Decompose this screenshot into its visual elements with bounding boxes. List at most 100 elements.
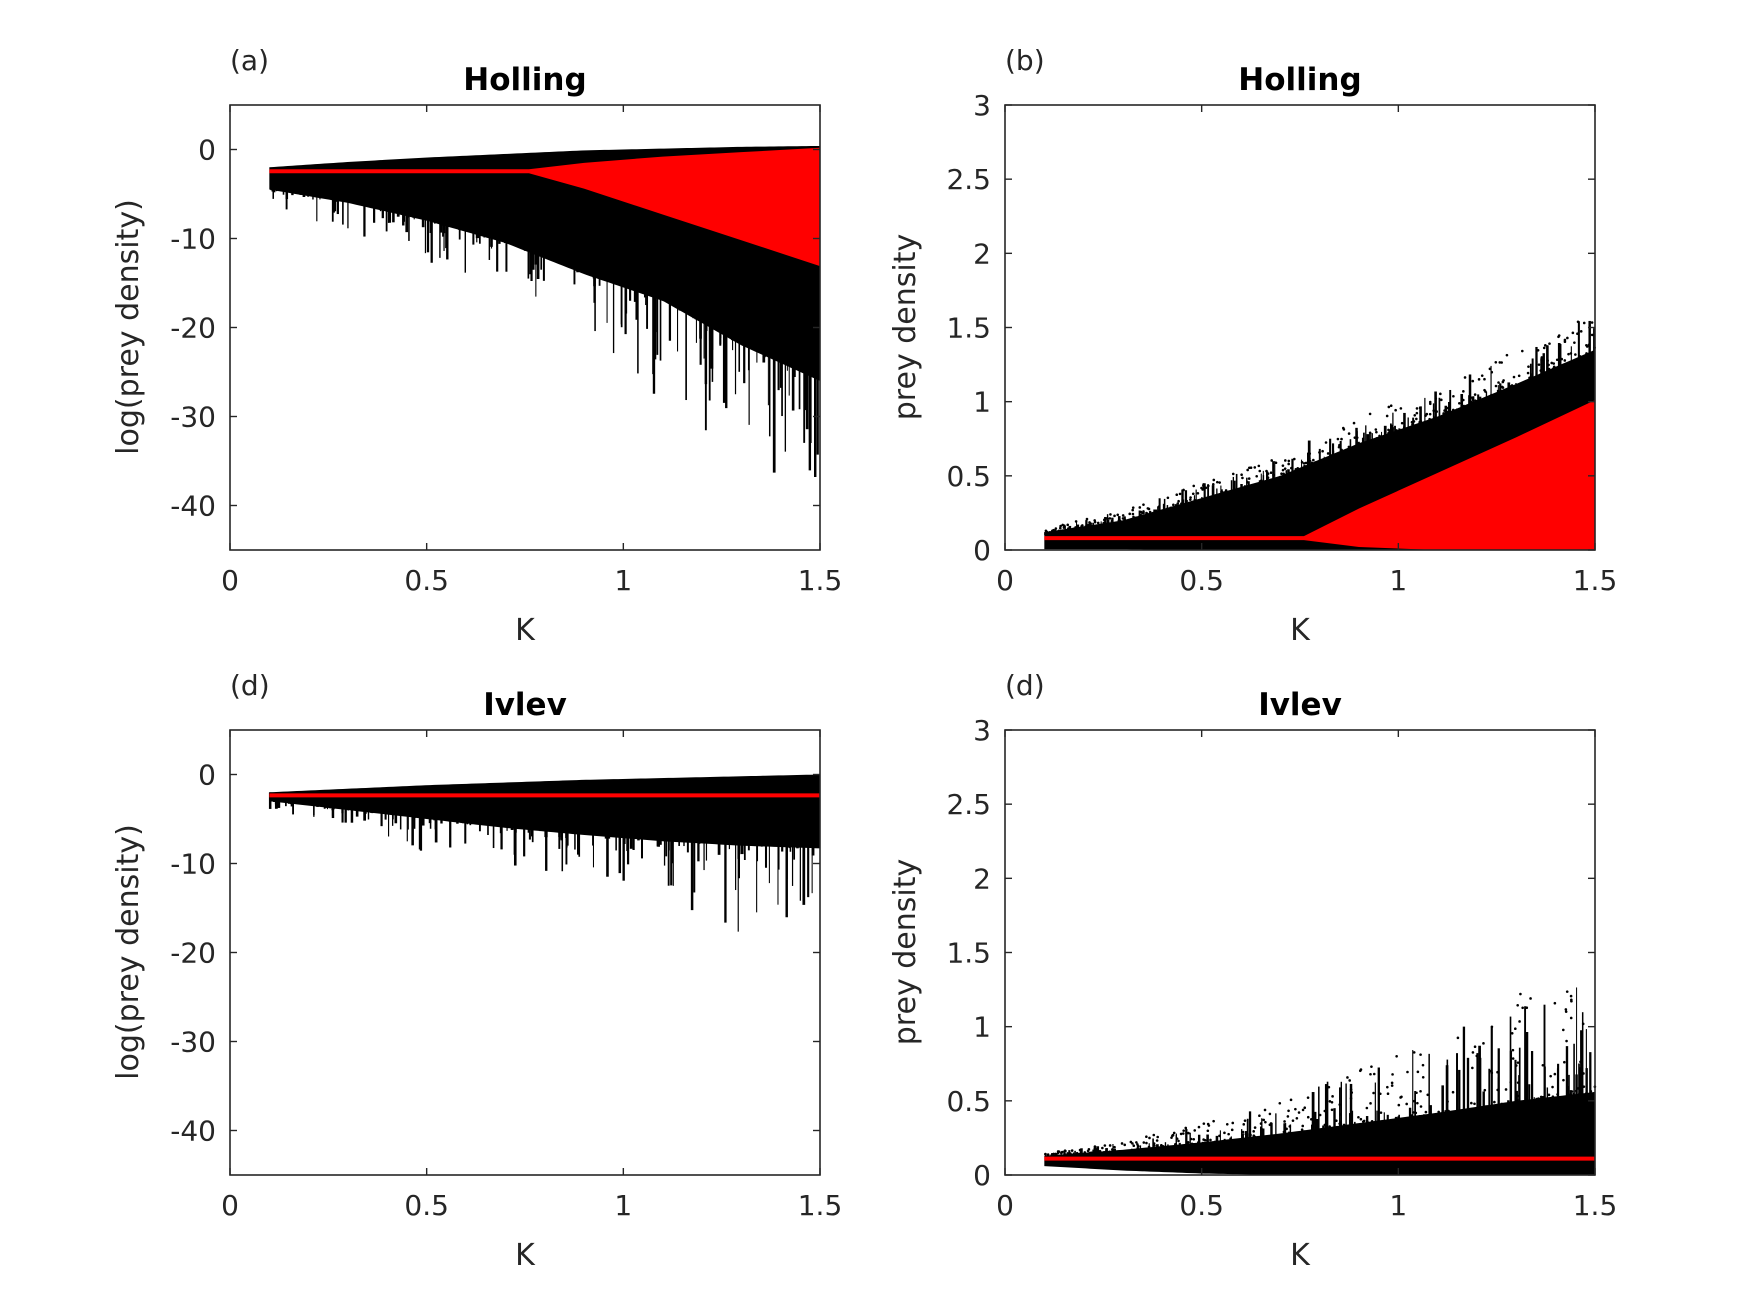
transient-point: [1347, 445, 1351, 449]
transient-point: [1569, 1093, 1572, 1096]
transient-point: [1490, 1071, 1494, 1075]
transient-point: [1552, 365, 1556, 369]
transient-point: [1563, 359, 1567, 362]
transient-point: [1529, 997, 1532, 1000]
transient-point: [1212, 478, 1216, 482]
transient-point: [1176, 502, 1180, 505]
y-tick-label: 0.5: [946, 460, 991, 493]
x-tick-label: 0.5: [404, 564, 449, 597]
transient-point: [1123, 518, 1127, 522]
transient-point: [1083, 1151, 1087, 1154]
transient-point: [1488, 1069, 1492, 1073]
attractor-band: [1044, 400, 1595, 550]
transient-point: [1128, 512, 1132, 516]
transient-point: [1291, 1119, 1295, 1122]
transient-point: [1428, 400, 1432, 404]
transient-point: [1337, 445, 1341, 449]
transient-point: [1552, 362, 1556, 365]
y-tick-label: 0: [973, 1159, 991, 1192]
transient-point: [1451, 408, 1455, 412]
transient-point: [1567, 352, 1570, 356]
transient-point: [1576, 1087, 1580, 1090]
transient-point: [1152, 1133, 1156, 1137]
transient-point: [1346, 1076, 1349, 1079]
transient-point: [1412, 420, 1416, 423]
transient-point: [1475, 1054, 1479, 1058]
x-tick-label: 0: [221, 1189, 239, 1222]
transient-point: [1386, 1092, 1390, 1096]
transient-point: [1145, 511, 1148, 515]
transient-point: [1059, 526, 1062, 530]
transient-point: [1473, 393, 1477, 396]
transient-point: [1348, 1079, 1351, 1082]
transient-point: [1225, 1122, 1229, 1126]
transient-point: [1265, 469, 1268, 473]
transient-point: [1264, 1120, 1267, 1124]
y-tick-label: -20: [170, 937, 216, 970]
transient-point: [1136, 1144, 1140, 1148]
transient-point: [1426, 1093, 1430, 1097]
transient-point: [1451, 1090, 1455, 1094]
transient-point: [1268, 1112, 1272, 1116]
transient-point: [1564, 1008, 1568, 1011]
transient-point: [1412, 1099, 1416, 1103]
transient-point: [1179, 1132, 1183, 1136]
transient-point: [1064, 1149, 1067, 1153]
transient-point: [1306, 1115, 1310, 1119]
transient-point: [1113, 514, 1116, 518]
transient-point: [1379, 1092, 1382, 1096]
transient-point: [1189, 498, 1192, 501]
transient-point: [1587, 343, 1591, 347]
transient-point: [1391, 1073, 1394, 1076]
transient-point: [1172, 1131, 1176, 1135]
transient-point: [1287, 462, 1290, 466]
transient-point: [1246, 480, 1249, 484]
transient-point: [1510, 384, 1514, 387]
transient-point: [1093, 520, 1097, 524]
transient-point: [1095, 1147, 1099, 1151]
transient-point: [1282, 472, 1285, 476]
transient-point: [1413, 413, 1417, 417]
y-tick-label: 2: [973, 862, 991, 895]
transient-point: [1470, 1101, 1473, 1105]
transient-point: [1281, 464, 1285, 467]
transient-point: [1563, 1060, 1566, 1064]
transient-point: [1400, 1095, 1403, 1099]
transient-point: [1223, 1131, 1226, 1135]
transient-point: [1359, 1117, 1363, 1121]
transient-point: [1419, 1089, 1422, 1093]
transient-point: [1514, 1027, 1517, 1031]
transient-point: [1462, 398, 1465, 402]
transient-point: [1576, 332, 1579, 336]
transient-point: [1109, 513, 1112, 516]
transient-point: [1585, 345, 1589, 348]
x-tick-label: 1: [614, 1189, 632, 1222]
transient-point: [1066, 523, 1070, 527]
transient-point: [1209, 1138, 1212, 1142]
transient-point: [1296, 466, 1300, 470]
transient-point: [1526, 371, 1530, 375]
transient-point: [1434, 397, 1438, 400]
transient-point: [1131, 508, 1134, 512]
transient-point: [1561, 1028, 1565, 1032]
transient-point: [1318, 1113, 1322, 1117]
transient-point: [1335, 1119, 1338, 1123]
transient-point: [1247, 477, 1251, 480]
transient-point: [1359, 1068, 1363, 1071]
panel-title: Ivlev: [1258, 687, 1342, 723]
transient-point: [1170, 1136, 1173, 1139]
transient-point: [1189, 1137, 1193, 1141]
transient-point: [1537, 363, 1541, 366]
transient-point: [1581, 1022, 1585, 1026]
transient-point: [1283, 467, 1287, 470]
transient-point: [1272, 473, 1275, 477]
transient-point: [1310, 1117, 1313, 1121]
transient-point: [1549, 1074, 1552, 1078]
transient-point: [1539, 1095, 1543, 1099]
transient-point: [1191, 492, 1195, 496]
transient-point: [1171, 1134, 1174, 1138]
x-tick-label: 0: [221, 564, 239, 597]
y-tick-label: 2: [973, 237, 991, 270]
transient-point: [1361, 1120, 1365, 1123]
y-axis-label: prey density: [888, 234, 923, 420]
